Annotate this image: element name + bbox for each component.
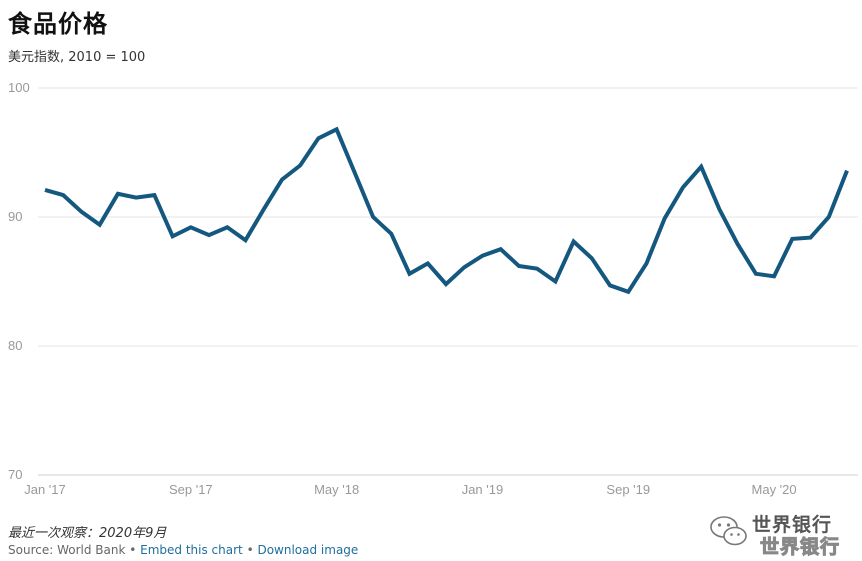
watermark-text: 世界银行 xyxy=(752,514,833,536)
source-text: Source: World Bank xyxy=(8,543,126,557)
watermark-text-shadow: 世界银行 xyxy=(759,536,841,559)
watermark: 世界银行 世界银行 xyxy=(708,508,858,559)
y-tick-label: 100 xyxy=(8,80,30,95)
wechat-icon xyxy=(710,516,747,546)
chart-subtitle: 美元指数, 2010 = 100 xyxy=(8,50,146,65)
y-tick-label: 70 xyxy=(8,467,22,482)
y-tick-label: 90 xyxy=(8,209,22,224)
separator: • xyxy=(242,543,258,557)
download-image-link[interactable]: Download image xyxy=(257,543,359,557)
x-tick-label: Jan '17 xyxy=(24,482,66,497)
last-observation-note: 最近一次观察：2020年9月 xyxy=(8,526,167,541)
y-tick-label: 80 xyxy=(8,338,22,353)
source-line: Source: World Bank • Embed this chart • … xyxy=(8,543,358,557)
embed-chart-link[interactable]: Embed this chart xyxy=(140,543,243,557)
series-line xyxy=(44,126,849,295)
x-tick-label: May '20 xyxy=(752,482,797,497)
line-chart: 70 80 90 100 Jan '17 Sep '17 May '18 Jan '19 Sep… xyxy=(8,80,858,497)
x-tick-label: May '18 xyxy=(314,482,359,497)
separator: • xyxy=(125,543,141,557)
x-tick-label: Sep '17 xyxy=(169,482,213,497)
x-tick-label: Sep '19 xyxy=(606,482,650,497)
x-tick-label: Jan '19 xyxy=(462,482,504,497)
chart-title: 食品价格 xyxy=(8,10,108,38)
